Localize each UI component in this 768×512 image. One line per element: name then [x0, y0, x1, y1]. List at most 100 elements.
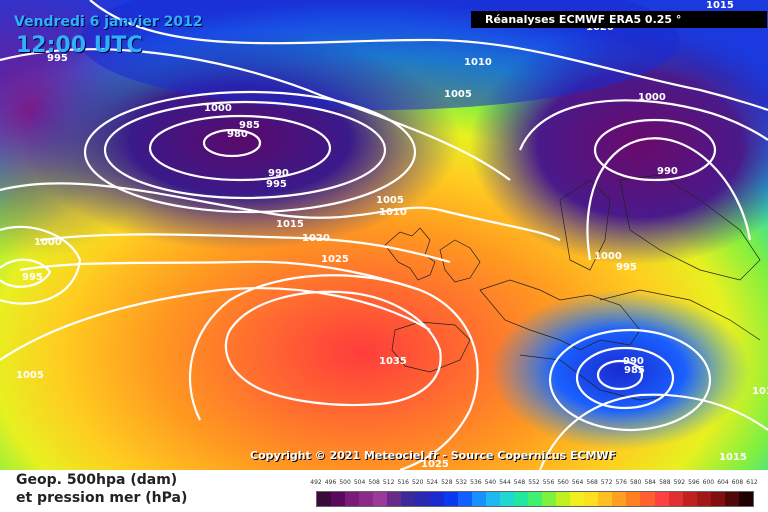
legend-swatch	[640, 492, 655, 506]
legend-tick: 500	[339, 479, 351, 486]
pressure-label: 1010	[379, 207, 407, 218]
pressure-label: 1010	[464, 57, 492, 68]
pressure-label: 101	[752, 386, 768, 397]
legend-swatch	[401, 492, 416, 506]
legend-tick: 556	[542, 479, 555, 486]
legend-swatch	[387, 492, 402, 506]
pressure-label: 990	[657, 166, 678, 177]
legend-tick: 552	[528, 479, 540, 486]
map-date: Vendredi 6 janvier 2012	[14, 14, 203, 30]
pressure-label: 990	[268, 168, 289, 179]
pressure-label: 1015	[276, 219, 304, 230]
pressure-label: 1005	[444, 89, 472, 100]
legend-tick: 584	[644, 479, 656, 486]
legend-swatch	[710, 492, 725, 506]
legend-tick: 540	[484, 479, 497, 486]
legend-swatch	[415, 492, 430, 506]
legend-title-line1: Geop. 500hpa (dam)	[16, 472, 178, 488]
isobars	[0, 0, 768, 470]
pressure-label: 995	[616, 262, 637, 273]
legend-tick: 508	[368, 479, 380, 486]
legend-tick: 504	[353, 479, 366, 486]
low-italy-shade	[490, 290, 750, 450]
pressure-label: 985	[624, 365, 645, 376]
legend-swatch	[373, 492, 388, 506]
pressure-label: 980	[227, 129, 248, 140]
legend-swatch	[527, 492, 542, 506]
pressure-label: 995	[22, 272, 43, 283]
legend-title-line2: et pression mer (hPa)	[16, 490, 188, 506]
pressure-label: 1015	[706, 0, 734, 11]
pressure-label: 985	[239, 120, 260, 131]
legend-swatch	[598, 492, 613, 506]
model-label: Réanalyses ECMWF ERA5 0.25 °	[471, 11, 767, 28]
coastlines	[384, 174, 761, 401]
legend-swatch	[584, 492, 599, 506]
legend-swatch	[626, 492, 641, 506]
legend-tick: 548	[513, 479, 526, 486]
legend-tick: 520	[411, 479, 424, 486]
pressure-label: 1005	[16, 370, 44, 381]
pressure-label: 1020	[302, 233, 330, 244]
legend-swatch	[682, 492, 697, 506]
legend-swatch	[359, 492, 374, 506]
legend-tick: 492	[310, 479, 322, 486]
legend-tick: 580	[629, 479, 642, 486]
pressure-label: 1000	[204, 103, 232, 114]
legend-tick: 528	[441, 479, 453, 486]
legend-swatch	[317, 492, 332, 506]
legend-tick: 496	[324, 479, 337, 486]
legend-tick: 600	[702, 479, 715, 486]
legend-tick: 568	[586, 479, 598, 486]
legend-swatch	[345, 492, 360, 506]
legend-swatch	[331, 492, 346, 506]
legend-swatch	[471, 492, 486, 506]
legend-tick: 596	[688, 479, 700, 486]
legend-tick: 560	[557, 479, 569, 486]
pressure-label: 1000	[34, 237, 62, 248]
pressure-label: 1035	[379, 356, 407, 367]
pressure-label: 1005	[376, 195, 404, 206]
map-time: 12:00 UTC	[16, 33, 143, 58]
color-legend-bar	[316, 491, 754, 507]
legend-tick: 588	[659, 479, 671, 486]
legend-swatch	[738, 492, 753, 506]
pressure-label: 1025	[321, 254, 349, 265]
legend-tick: 592	[673, 479, 686, 486]
legend-tick: 608	[731, 479, 744, 486]
legend-ticks: 492 496 500 504 508 512 516 520 524 528 532 536 540 5…	[310, 479, 757, 489]
legend-swatch	[556, 492, 571, 506]
legend-tick: 612	[746, 479, 758, 486]
weather-map: 995 1000 985 980 990 995 1010 1005 1000 …	[0, 0, 768, 470]
legend-swatch	[429, 492, 444, 506]
legend-swatch	[696, 492, 711, 506]
legend-tick: 524	[426, 479, 438, 486]
pressure-label: 995	[266, 179, 287, 190]
legend-swatch	[668, 492, 683, 506]
legend-swatch	[513, 492, 528, 506]
legend-swatch	[612, 492, 627, 506]
legend-tick: 536	[470, 479, 482, 486]
pressure-label: 1015	[719, 452, 747, 463]
legend-tick: 572	[600, 479, 613, 486]
pressure-label: 1025	[421, 459, 449, 470]
legend-tick: 564	[571, 479, 584, 486]
legend-swatch	[443, 492, 458, 506]
legend-swatch	[654, 492, 669, 506]
legend-swatch	[570, 492, 585, 506]
legend-swatch	[542, 492, 557, 506]
legend-tick: 516	[397, 479, 409, 486]
legend-tick: 604	[717, 479, 729, 486]
legend-swatch	[485, 492, 500, 506]
copyright-notice: Copyright © 2021 Meteociel.fr - Source C…	[250, 449, 617, 462]
pressure-labels: 995 1000 985 980 990 995 1010 1005 1000 …	[16, 0, 768, 470]
pressure-label: 990	[623, 356, 644, 367]
legend-tick: 512	[382, 479, 395, 486]
pressure-label: 1000	[638, 92, 666, 103]
pressure-label: 1000	[594, 251, 622, 262]
legend-tick: 544	[499, 479, 511, 486]
pressure-label: 995	[47, 53, 68, 64]
legend-tick: 532	[455, 479, 468, 486]
legend-swatch	[457, 492, 472, 506]
legend-tick: 576	[615, 479, 627, 486]
